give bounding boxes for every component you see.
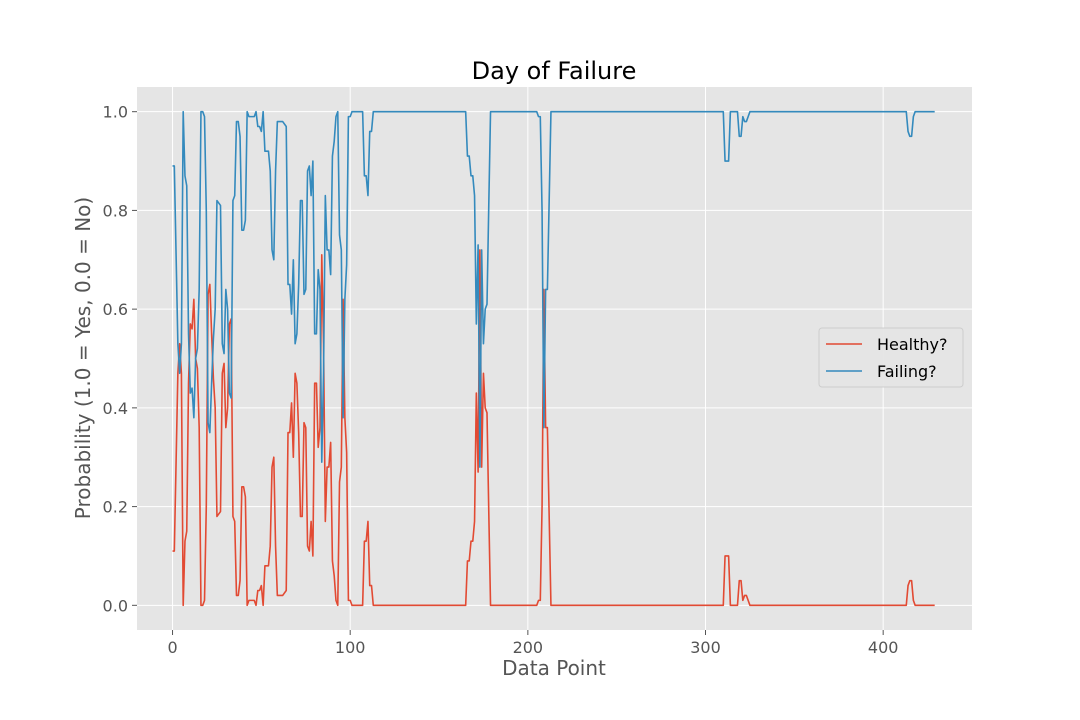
y-tick-label: 0.6 (103, 300, 128, 319)
x-tick-label: 100 (335, 638, 366, 657)
x-tick-label: 200 (513, 638, 544, 657)
y-ticks: 0.0 0.2 0.4 0.6 0.8 1.0 (103, 103, 137, 615)
y-axis-label: Probability (1.0 = Yes, 0.0 = No) (71, 197, 95, 519)
legend-box (818, 327, 964, 388)
legend-label-failing: Failing? (877, 362, 937, 381)
series-line-failing (172, 110, 935, 468)
legend-label-healthy: Healthy? (877, 335, 948, 354)
chart-title: Day of Failure (472, 57, 637, 85)
y-tick-label: 0.4 (103, 399, 128, 418)
y-tick-label: 0.2 (103, 498, 128, 517)
y-tick-label: 1.0 (103, 103, 128, 122)
x-tick-label: 300 (690, 638, 721, 657)
legend: Healthy? Failing? (818, 327, 964, 388)
x-tick-label: 400 (868, 638, 899, 657)
x-ticks: 0 100 200 300 400 (167, 630, 898, 657)
y-tick-label: 0.8 (103, 201, 128, 220)
x-axis-label: Data Point (502, 656, 606, 680)
y-tick-label: 0.0 (103, 596, 128, 615)
series-line-healthy (172, 249, 935, 607)
series-layer (172, 110, 935, 607)
x-tick-label: 0 (167, 638, 177, 657)
